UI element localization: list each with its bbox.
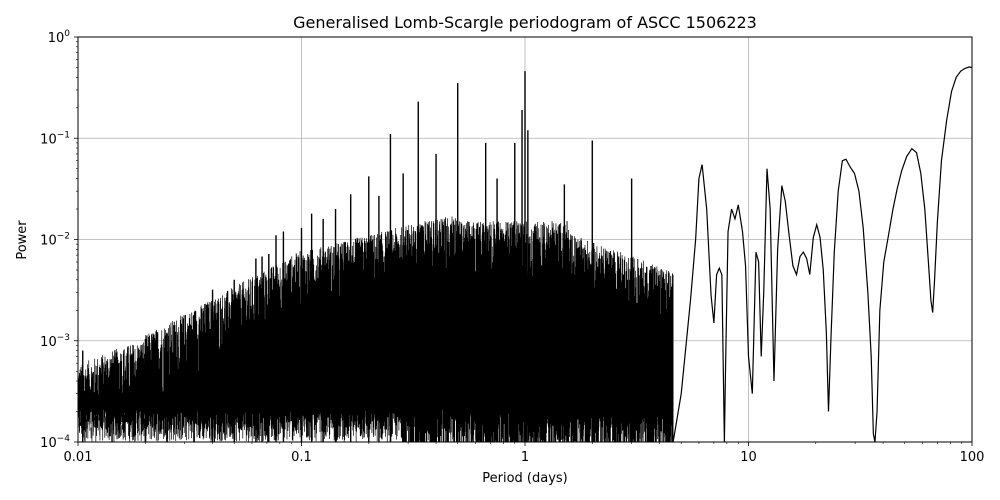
x-axis-ticks: 0.01 0.1 1 10 100 bbox=[64, 442, 985, 465]
y-tick-label: 10−4 bbox=[40, 434, 70, 451]
x-tick-label: 0.1 bbox=[291, 450, 312, 465]
periodogram-peaks bbox=[82, 71, 633, 442]
chart-title: Generalised Lomb-Scargle periodogram of … bbox=[293, 13, 757, 32]
y-axis-label: Power bbox=[15, 220, 30, 260]
x-tick-label: 100 bbox=[960, 450, 985, 465]
y-tick-label: 10−1 bbox=[40, 130, 70, 147]
x-tick-label: 0.01 bbox=[64, 450, 93, 465]
plot-area: 0.01 0.1 1 10 100 10−4 10−3 10−2 10−1 100 bbox=[40, 29, 984, 465]
periodogram-curve bbox=[672, 66, 973, 443]
y-axis-ticks: 10−4 10−3 10−2 10−1 100 bbox=[40, 29, 78, 451]
y-tick-label: 100 bbox=[48, 29, 71, 46]
y-tick-label: 10−2 bbox=[40, 232, 70, 249]
y-tick-label: 10−3 bbox=[40, 333, 70, 350]
x-tick-label: 1 bbox=[521, 450, 529, 465]
x-tick-label: 10 bbox=[740, 450, 757, 465]
x-axis-label: Period (days) bbox=[482, 471, 568, 486]
